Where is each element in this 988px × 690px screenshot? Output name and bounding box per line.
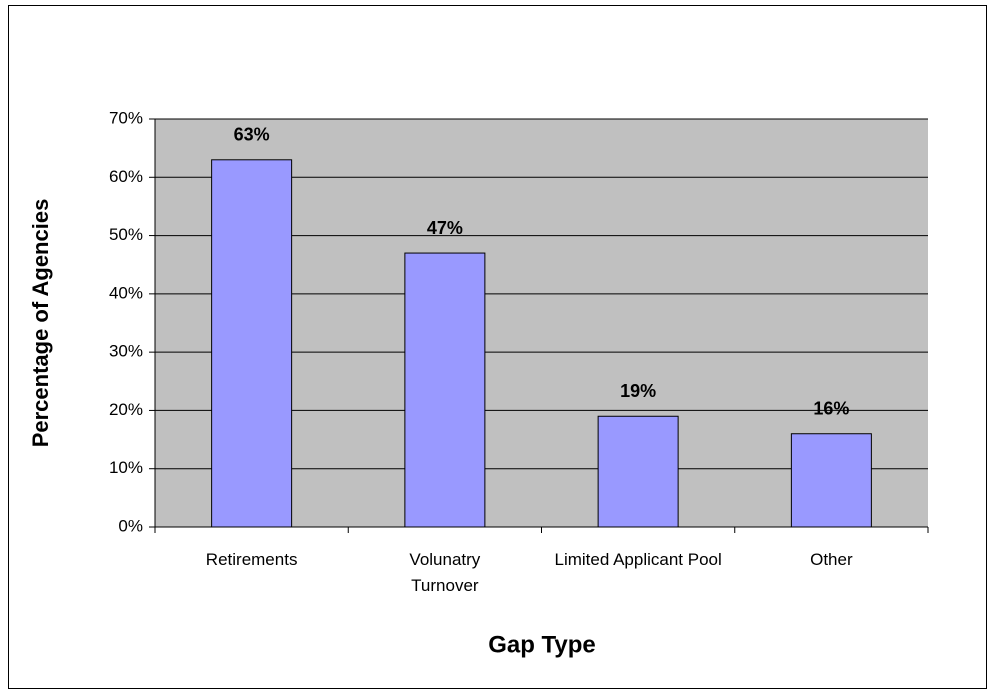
x-tick-label: Limited Applicant Pool	[554, 550, 722, 569]
x-tick-label-box: Volunatry Turnover	[409, 550, 481, 595]
value-label: 47%	[427, 218, 463, 238]
y-tick-label: 40%	[109, 283, 143, 302]
x-axis-title: Gap Type	[488, 631, 596, 658]
y-tick-label: 20%	[109, 400, 143, 419]
value-label: 19%	[620, 381, 656, 401]
x-tick-label: Volunatry Turnover	[409, 550, 481, 595]
y-axis-title: Percentage of Agencies	[28, 199, 53, 448]
value-label: 63%	[234, 125, 270, 145]
value-label: 16%	[813, 398, 849, 418]
x-tick-label: Other	[810, 550, 853, 569]
y-tick-label: 60%	[109, 167, 143, 186]
x-tick-label-box: Limited Applicant Pool	[554, 550, 722, 569]
bar	[404, 252, 486, 528]
y-tick-label: 10%	[109, 458, 143, 477]
x-tick-label-box: Other	[810, 550, 853, 569]
y-tick-label: 0%	[118, 516, 143, 535]
x-tick-label: Retirements	[205, 550, 298, 569]
y-tick-label: 50%	[109, 225, 143, 244]
bar	[597, 415, 679, 528]
x-tick-label-box: Retirements	[205, 550, 298, 569]
bar	[790, 433, 872, 528]
y-tick-label: 70%	[109, 108, 143, 127]
bar	[211, 159, 293, 528]
y-tick-label: 30%	[109, 342, 143, 361]
